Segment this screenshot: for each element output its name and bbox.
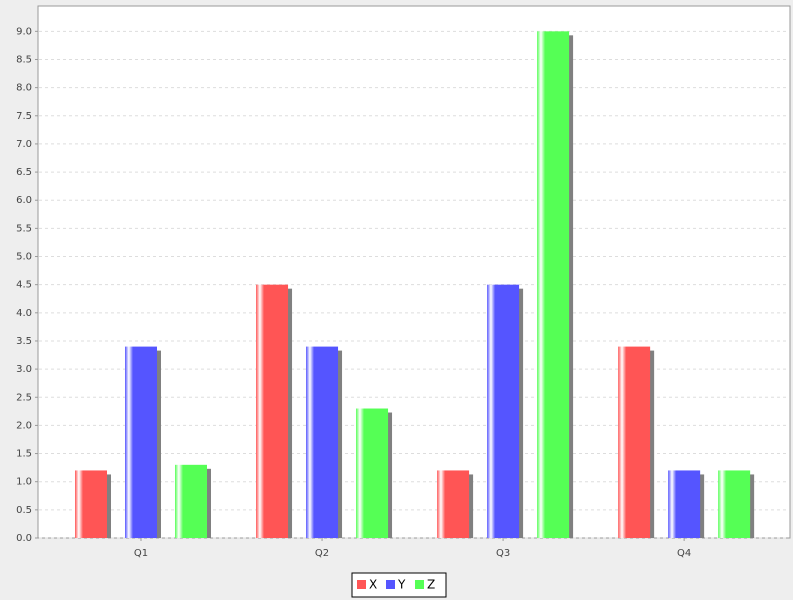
x-tick-label: Q2 — [315, 548, 329, 559]
y-tick-label: 3.5 — [16, 336, 32, 347]
legend-label: Z — [427, 578, 435, 592]
y-tick-label: 8.5 — [16, 54, 32, 65]
bar — [437, 470, 470, 538]
y-tick-label: 7.5 — [16, 111, 32, 122]
y-tick-label: 5.5 — [16, 223, 32, 234]
bar — [75, 470, 107, 538]
legend: X Y Z — [351, 572, 447, 598]
bar — [356, 408, 389, 538]
y-tick-label: 4.0 — [16, 308, 32, 319]
y-tick-label: 1.0 — [16, 477, 32, 488]
y-tick-label: 0.5 — [16, 505, 32, 516]
plot-area — [37, 5, 791, 539]
x-tick-label: Q3 — [496, 548, 510, 559]
y-tick-label: 4.5 — [16, 280, 32, 291]
y-tick-label: 9.0 — [16, 26, 32, 37]
bar — [256, 284, 289, 538]
bar — [618, 346, 651, 538]
bar — [718, 470, 751, 538]
x-tick-label: Q1 — [134, 548, 148, 559]
bar — [537, 31, 570, 538]
y-tick-label: 8.0 — [16, 83, 32, 94]
legend-label: X — [369, 578, 377, 592]
y-tick-label: 3.0 — [16, 364, 32, 375]
legend-swatch — [415, 580, 424, 589]
y-tick-label: 0.0 — [16, 533, 32, 544]
y-tick-label: 1.5 — [16, 449, 32, 460]
bar — [175, 464, 207, 538]
bar — [306, 346, 339, 538]
bar — [487, 284, 520, 538]
y-tick-label: 6.0 — [16, 195, 32, 206]
y-tick-label: 2.0 — [16, 420, 32, 431]
y-tick-label: 5.0 — [16, 252, 32, 263]
legend-box — [351, 572, 447, 598]
legend-swatch — [357, 580, 366, 589]
legend-label: Y — [397, 578, 406, 592]
y-tick-label: 7.0 — [16, 139, 32, 150]
legend-swatch — [386, 580, 395, 589]
bar — [668, 470, 701, 538]
y-tick-label: 2.5 — [16, 392, 32, 403]
bar — [125, 346, 157, 538]
x-tick-label: Q4 — [677, 548, 691, 559]
y-tick-label: 6.5 — [16, 167, 32, 178]
